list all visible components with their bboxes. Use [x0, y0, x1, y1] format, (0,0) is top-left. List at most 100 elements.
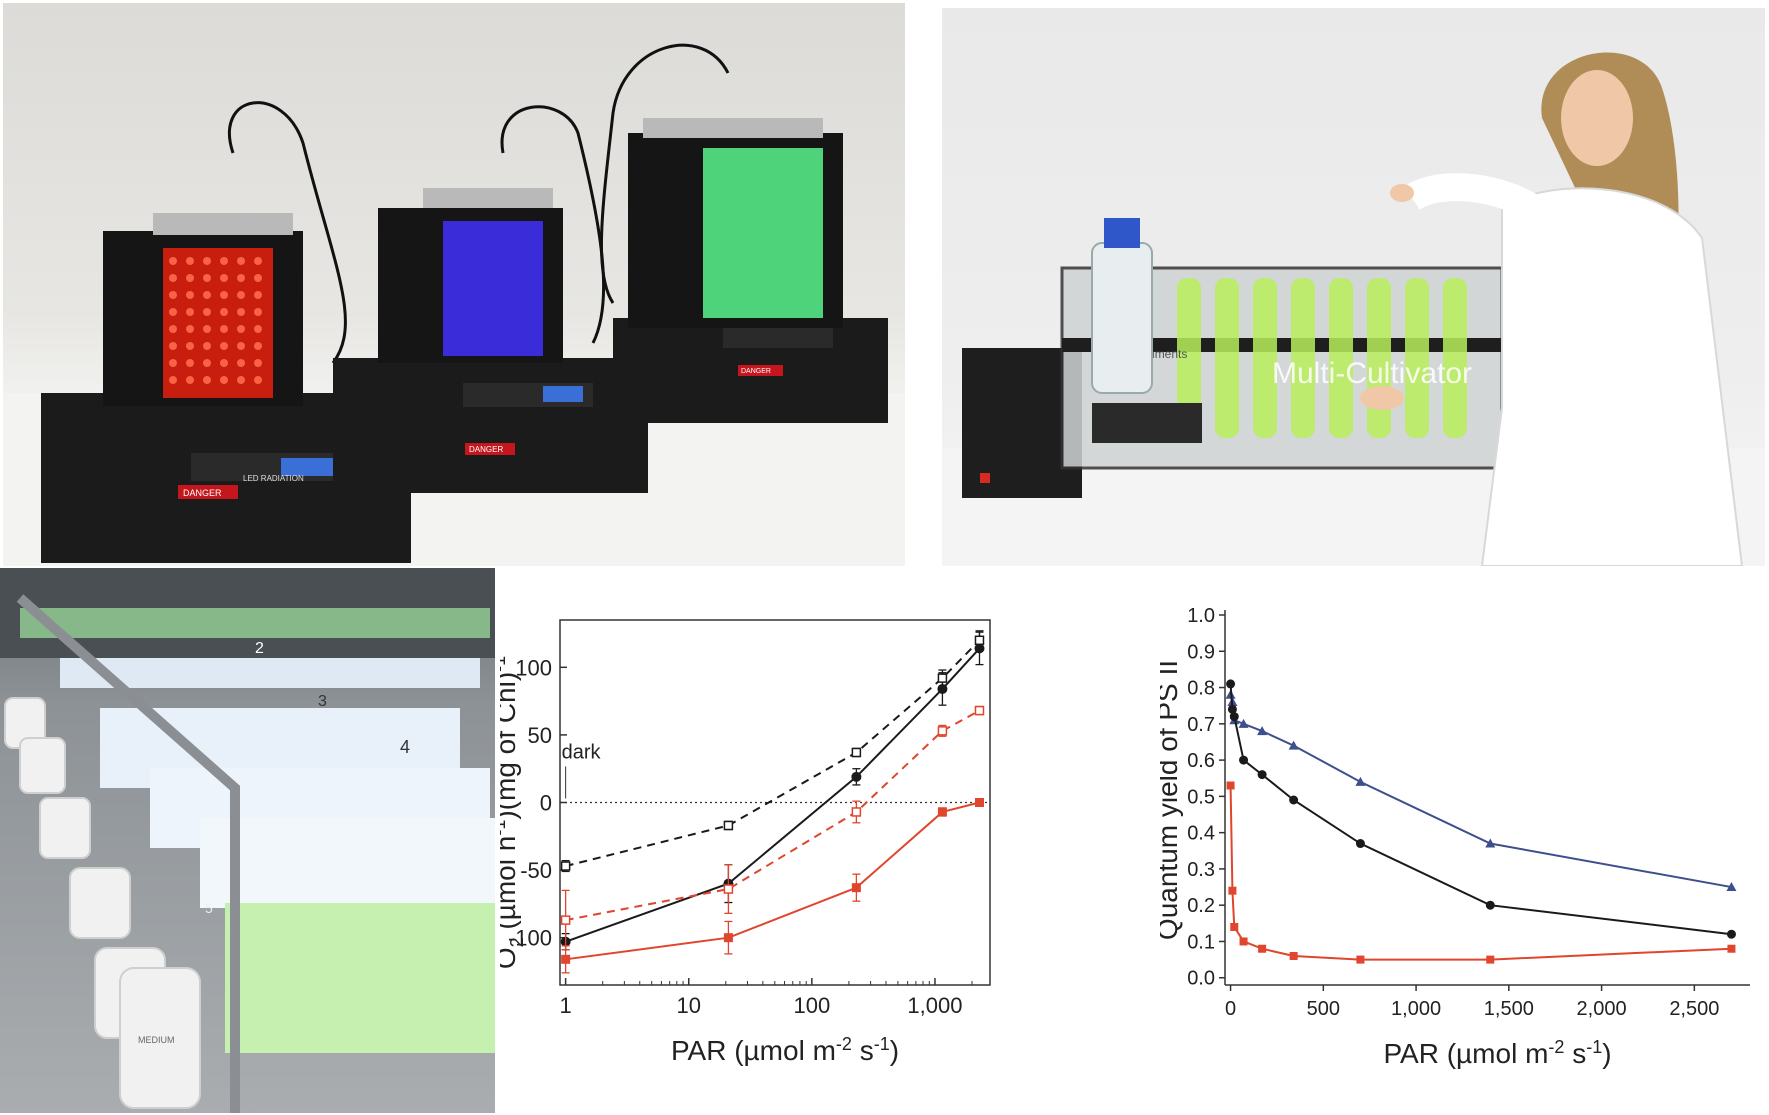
led-dot [186, 325, 194, 333]
data-point [1726, 929, 1736, 939]
led-dot [169, 308, 177, 316]
data-point [1239, 755, 1249, 765]
y-tick-label: 0 [540, 791, 552, 816]
led-dot [169, 359, 177, 367]
led-dot [186, 342, 194, 350]
led-dot [169, 325, 177, 333]
data-point [851, 883, 861, 893]
panel-number-3: 3 [318, 693, 327, 710]
x-axis-label: PAR (µmol m-2 s-1) [1383, 1037, 1611, 1069]
data-point [560, 915, 571, 925]
data-point [937, 726, 948, 736]
led-dot [237, 274, 245, 282]
data-point [1257, 726, 1268, 736]
barrel-label: MEDIUM [138, 1035, 175, 1045]
photo-multi-cultivator: Multi-Cultivator PSI Instruments [942, 8, 1765, 566]
x-tick-label: 2,500 [1669, 998, 1719, 1020]
x-tick-label: 10 [676, 993, 700, 1018]
x-tick-label: 1,000 [1391, 998, 1441, 1020]
led-dot [169, 274, 177, 282]
led-dot [254, 359, 262, 367]
led-dot [237, 291, 245, 299]
data-point [1356, 955, 1365, 964]
series-line-1 [1229, 683, 1732, 936]
led-dot [220, 376, 228, 384]
y-tick-label: 100 [515, 655, 552, 680]
danger-label-2: DANGER [469, 445, 503, 454]
led-dot [254, 291, 262, 299]
culture-tube [1291, 278, 1315, 438]
data-point [974, 798, 984, 807]
y-axis-label: O2 (µmol h-1)(mg of Chl)-1 [500, 656, 527, 969]
led-dot [169, 291, 177, 299]
data-point [723, 820, 734, 831]
led-dot [254, 342, 262, 350]
data-point [1228, 886, 1237, 895]
led-dot [169, 342, 177, 350]
photo-flat-panel-reactors: MEDIUM 2 3 4 5 [0, 568, 495, 1113]
data-point [1227, 704, 1237, 714]
culture-tube [1215, 278, 1239, 438]
data-point [1289, 951, 1298, 960]
led-dot [237, 257, 245, 265]
dark-annotation: dark [562, 741, 602, 763]
data-point [1485, 838, 1496, 848]
data-point [851, 771, 862, 782]
led-dot [220, 257, 228, 265]
data-point [1258, 944, 1267, 953]
led-dot [220, 359, 228, 367]
data-point [1727, 944, 1736, 953]
led-dot [186, 257, 194, 265]
led-dot [186, 376, 194, 384]
y-tick-label: 0.0 [1187, 968, 1215, 990]
data-point [1486, 955, 1495, 964]
panel-number-5: 5 [205, 900, 213, 916]
data-point [1226, 679, 1236, 689]
data-point [1726, 882, 1737, 892]
led-dot [237, 376, 245, 384]
chart-quantum-yield: 0.0 0.1 0.2 0.3 0.4 0.5 0.6 0.7 0.8 0.9 1.0 0 500 1,0… [1160, 590, 1765, 1110]
data-point [1257, 770, 1267, 780]
x-tick-label: 1 [560, 993, 572, 1018]
led-dot [203, 359, 211, 367]
chart-quantum-yield-svg: 0.0 0.1 0.2 0.3 0.4 0.5 0.6 0.7 0.8 0.9 1.0 0 500 1,0… [1160, 605, 1750, 1069]
data-point [1289, 795, 1299, 805]
led-dot [203, 325, 211, 333]
data-point [561, 954, 571, 964]
data-point [723, 933, 733, 943]
led-dot [237, 325, 245, 333]
led-dot [237, 308, 245, 316]
multi-cultivator-brand: Multi-Cultivator [1272, 357, 1472, 390]
x-tick-label: 1,500 [1484, 998, 1534, 1020]
data-point [1355, 776, 1366, 786]
data-point [1238, 718, 1249, 728]
culture-tube [1253, 278, 1277, 438]
led-dot [203, 308, 211, 316]
y-axis-label: Quantum yield of PS II [1160, 660, 1183, 940]
data-point [1288, 740, 1299, 750]
led-dot [254, 274, 262, 282]
data-point [560, 861, 571, 871]
led-dot [237, 359, 245, 367]
led-dot [254, 325, 262, 333]
led-dot [220, 308, 228, 316]
culture-tube [1405, 278, 1429, 438]
y-tick-label: 1.0 [1187, 605, 1215, 627]
data-point [1485, 900, 1495, 910]
y-tick-label: 0.7 [1187, 714, 1215, 736]
panel-number-2: 2 [255, 640, 264, 657]
series-line-0 [565, 647, 981, 943]
led-dot [254, 257, 262, 265]
led-dot [186, 359, 194, 367]
led-dot [220, 291, 228, 299]
y-tick-label: 0.5 [1187, 786, 1215, 808]
y-tick-label: 0.6 [1187, 750, 1215, 772]
x-tick-label: 2,000 [1577, 998, 1627, 1020]
led-dot [203, 274, 211, 282]
series-line-3 [565, 801, 980, 961]
data-point [937, 807, 947, 817]
y-tick-label: 0.9 [1187, 641, 1215, 663]
led-dot [169, 376, 177, 384]
danger-label-1: DANGER [183, 488, 222, 498]
led-radiation-label-1: LED RADIATION [243, 474, 304, 483]
